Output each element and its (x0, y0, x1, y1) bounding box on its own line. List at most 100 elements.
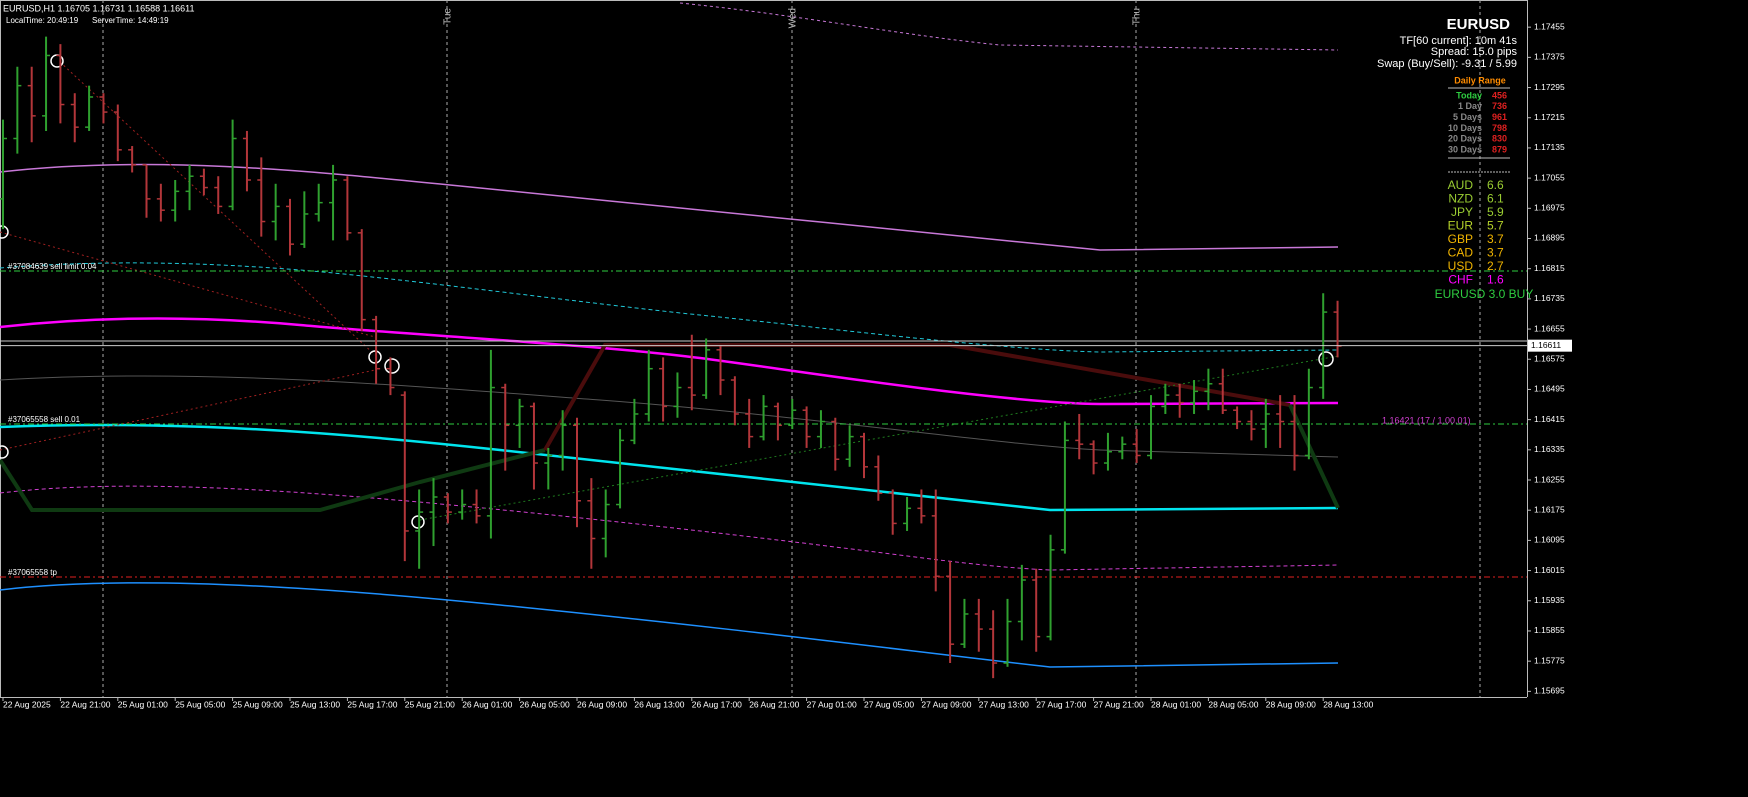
x-tick-label: 27 Aug 21:00 (1094, 699, 1144, 709)
price-bar (185, 164, 194, 211)
price-bar (1075, 413, 1084, 460)
range-value: 456 (1492, 90, 1507, 100)
price-bar (1218, 368, 1227, 414)
x-tick-label: 25 Aug 05:00 (175, 699, 225, 709)
price-bar (85, 85, 94, 131)
info-swap: Swap (Buy/Sell): -9.31 / 5.99 (1377, 58, 1517, 70)
order-label: #37084639 sell limit 0.04 (8, 262, 97, 271)
current-price: 1.16611 (1531, 340, 1561, 350)
price-bar (372, 315, 381, 384)
local-time: LocalTime: 20:49:19 (6, 16, 79, 25)
currency: CHF (1448, 273, 1473, 287)
price-bar (960, 598, 969, 648)
price-bar (1032, 568, 1041, 652)
price-bar (142, 164, 151, 218)
signal: EURUSD 3.0 BUY (1435, 287, 1534, 301)
price-bar (630, 398, 639, 445)
price-bar (228, 119, 237, 211)
price-bar (558, 410, 567, 471)
y-tick-label: 1.15775 (1534, 655, 1565, 665)
range-value: 736 (1492, 101, 1507, 111)
order-label: #37065558 sell 0.01 (8, 415, 81, 424)
price-bar (443, 493, 452, 524)
price-bar (1089, 440, 1098, 475)
price-bar (113, 104, 122, 162)
price-bar (702, 338, 711, 399)
price-bar (673, 372, 682, 418)
x-tick-label: 26 Aug 13:00 (634, 699, 684, 709)
price-bar (903, 496, 912, 531)
currency-strength: 3.7 (1487, 246, 1504, 260)
order-lines (0, 270, 1527, 578)
y-tick-label: 1.16655 (1534, 323, 1565, 333)
y-tick-label: 1.16255 (1534, 474, 1565, 484)
price-bar (874, 455, 883, 501)
price-bar (99, 93, 108, 124)
price-bar (759, 395, 768, 441)
price-bar (1017, 564, 1026, 641)
x-tick-label: 28 Aug 01:00 (1151, 699, 1201, 709)
currency: CAD (1448, 246, 1474, 260)
price-bar (616, 429, 625, 509)
price-bar (1247, 410, 1256, 441)
marker (384, 358, 400, 374)
price-bar (242, 130, 251, 192)
price-bar (1161, 383, 1170, 414)
price-bar (644, 349, 653, 422)
server-time: ServerTime: 14:49:19 (92, 16, 169, 25)
day-label: Wed (788, 8, 799, 28)
price-bar (214, 176, 223, 214)
price-bar (888, 489, 897, 535)
currency: JPY (1451, 205, 1473, 219)
price-bar (1175, 383, 1184, 418)
price-bar (802, 406, 811, 448)
currency-strength: 1.6 (1487, 273, 1504, 287)
range-value: 798 (1492, 123, 1507, 133)
price-bar (1261, 398, 1270, 448)
daily-range-title: Daily Range (1454, 75, 1506, 85)
indicators (0, 2, 1340, 668)
range-value: 830 (1492, 134, 1507, 144)
band-blue (0, 582, 1339, 668)
price-bar (271, 183, 280, 241)
y-tick-label: 1.17215 (1534, 112, 1565, 122)
info-symbol: EURUSD (1447, 16, 1511, 33)
info-spread: Spread: 15.0 pips (1431, 46, 1518, 58)
order-label: #37065558 tp (8, 568, 57, 577)
price-bar (199, 168, 208, 196)
price-bar (1204, 368, 1213, 411)
info-timeframe: TF[60 current]: 10m 41s (1400, 35, 1518, 47)
range-label: 20 Days (1448, 134, 1482, 144)
range-label: 10 Days (1448, 123, 1482, 133)
price-bar (659, 357, 668, 422)
zigzag (543, 343, 1291, 451)
price-bar (171, 180, 180, 222)
x-tick-label: 25 Aug 13:00 (290, 699, 340, 709)
ma-magenta (0, 317, 1339, 406)
price-bar (1147, 395, 1155, 460)
y-tick-label: 1.15935 (1534, 595, 1565, 605)
price-bar (773, 402, 782, 441)
band-cyan (0, 262, 1339, 353)
currency: GBP (1448, 232, 1473, 246)
currency-strength: 6.6 (1487, 178, 1504, 192)
price-bar (429, 478, 438, 547)
price-bar (0, 119, 7, 230)
price-bar (687, 334, 696, 411)
price-bar (1118, 436, 1127, 460)
price-bar (573, 417, 581, 528)
x-tick-label: 28 Aug 05:00 (1208, 699, 1258, 709)
price-bar (931, 489, 940, 592)
y-tick-label: 1.17055 (1534, 172, 1565, 182)
currency-strength: 3.7 (1487, 232, 1504, 246)
price-bar (946, 561, 955, 664)
price-bar (56, 44, 65, 124)
price-bar (816, 410, 825, 448)
price-bar (128, 146, 137, 173)
range-label: 5 Days (1453, 112, 1482, 122)
y-tick-label: 1.16735 (1534, 293, 1565, 303)
ma-cyan (0, 423, 1339, 512)
ma-gray (0, 375, 1339, 458)
